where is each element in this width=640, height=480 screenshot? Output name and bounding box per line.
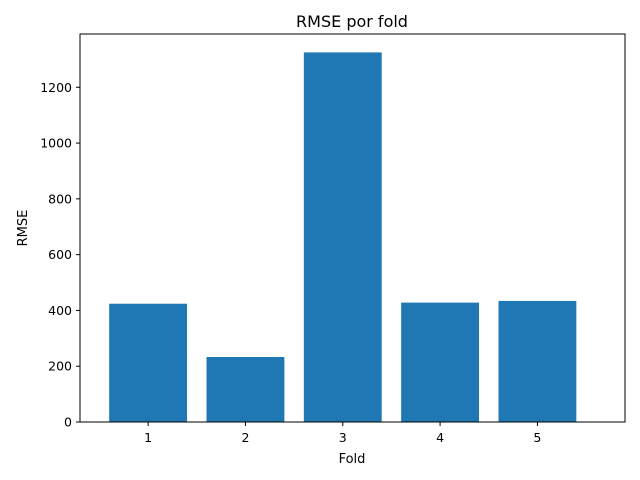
- y-tick-label: 1000: [40, 136, 72, 151]
- x-axis-ticks: 1 2 3 4 5: [144, 422, 541, 445]
- x-tick-label: 4: [436, 430, 444, 445]
- y-tick-label: 0: [64, 415, 72, 430]
- y-axis-ticks: 0 200 400 600 800 1000 1200: [40, 80, 80, 430]
- y-tick-label: 1200: [40, 80, 72, 95]
- bar-fold-4: [401, 302, 480, 422]
- y-axis-label: RMSE: [16, 210, 31, 247]
- bar-fold-3: [303, 52, 382, 422]
- bar-fold-5: [498, 300, 577, 422]
- y-tick-label: 800: [48, 191, 72, 206]
- plot-frame: [79, 33, 626, 423]
- y-tick-label: 600: [48, 247, 72, 262]
- bar-fold-1: [109, 303, 188, 422]
- x-tick-label: 5: [533, 430, 541, 445]
- bars-group: [109, 52, 577, 422]
- x-axis-label: Fold: [339, 452, 366, 467]
- y-tick-label: 400: [48, 303, 72, 318]
- x-tick-label: 2: [241, 430, 249, 445]
- y-tick-label: 200: [48, 359, 72, 374]
- x-tick-label: 3: [339, 430, 347, 445]
- chart-title: RMSE por fold: [296, 12, 408, 31]
- x-tick-label: 1: [144, 430, 152, 445]
- bar-fold-2: [206, 357, 285, 422]
